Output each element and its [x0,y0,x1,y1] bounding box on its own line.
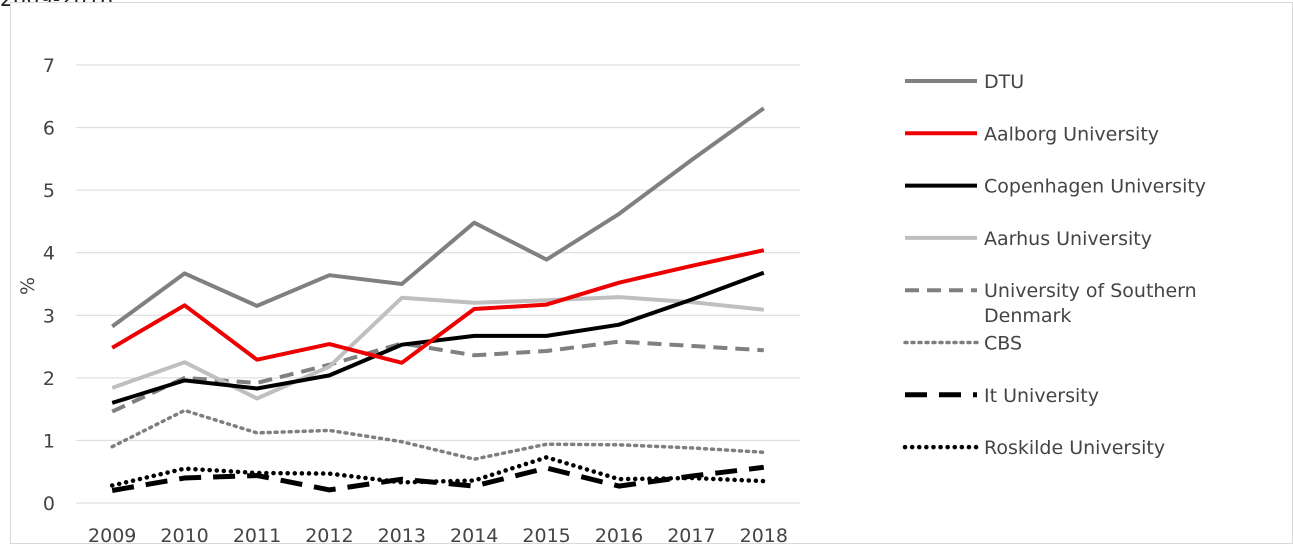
chart-frame [10,2,1293,544]
x-tick-label: 2017 [667,525,715,544]
y-tick-label: 3 [43,305,55,327]
x-axis-ticks: 2009 2010 2011 2012 2013 2014 2015 2016 2017 2018 [88,525,788,544]
y-tick-label: 7 [43,55,55,77]
x-tick-label: 2014 [450,525,498,544]
x-tick-label: 2012 [305,525,353,544]
legend-label: It University [984,385,1099,407]
x-tick-label: 2009 [88,525,136,544]
series-line-aalborg-university [111,248,765,365]
legend-label: Roskilde University [984,437,1165,459]
legend-label: Copenhagen University [984,176,1206,198]
x-tick-label: 2011 [233,525,281,544]
y-tick-label: 5 [43,180,55,202]
x-tick-label: 2015 [522,525,570,544]
x-tick-label: 2018 [740,525,788,544]
legend-label: Aarhus University [984,228,1152,250]
series-lines [109,106,767,493]
y-tick-label: 2 [43,368,55,390]
y-tick-label: 1 [43,430,55,452]
series-line-cbs [110,408,766,461]
y-tick-label: 4 [43,243,55,265]
x-tick-label: 2016 [595,525,643,544]
y-axis-ticks: 0 1 2 3 4 5 6 7 [43,55,55,515]
x-tick-label: 2010 [160,525,208,544]
legend: DTU Aalborg University Copenhagen Universi… [902,71,1206,459]
series-line-aarhus-university [111,295,765,401]
legend-label: CBS [984,333,1022,355]
y-tick-label: 6 [43,118,55,140]
series-line-it-university [111,464,765,493]
legend-label: DTU [984,71,1024,93]
y-axis-label: % [17,277,39,295]
y-tick-label: 0 [43,493,55,515]
legend-label: Aalborg University [984,123,1159,145]
series-line-dtu [111,106,765,329]
series-line-copenhagen-university [111,270,765,405]
x-tick-label: 2013 [378,525,426,544]
legend-label: University of Southern Denmark [984,280,1197,327]
